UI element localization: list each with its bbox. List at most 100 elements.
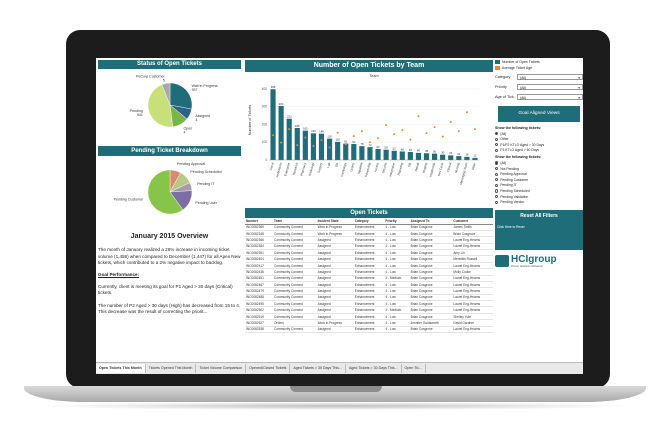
table-cell: 4 - Low [384,249,410,257]
table-cell: INC0082354 [245,243,274,251]
table-row[interactable]: INC0082488 Community Connect Assigned Enhan… [245,294,493,302]
radio-option[interactable]: Pending Approval [495,172,583,176]
reset-caption[interactable]: Click Here to Reset [497,225,525,230]
goal-aligned-views-button[interactable]: Goal Aligned Views [498,106,580,122]
table-cell: Enhancement [353,287,385,295]
bar-value-label: 38 [425,149,429,153]
table-row[interactable]: INC0082479 Community Connect Assigned Enhan… [245,287,493,295]
column-header[interactable]: Category [353,218,385,225]
bar [415,152,422,160]
legend-item: Number of Open Tickets [495,60,583,64]
avg-age-point [312,145,315,148]
table-cell: Assigned [316,255,354,263]
radio-option[interactable]: Pending IT [495,183,583,187]
pie-value-label: 937 [192,88,198,92]
table-cell: Laurel Eng-Hearns [452,243,493,251]
column-header[interactable]: Number [245,218,274,225]
column-header[interactable]: Team [273,218,317,225]
x-tick-label: Inpatient [357,162,364,174]
table-row[interactable]: INC0082436 Community Connect Assigned Enhan… [245,268,493,276]
table-cell: Assigned [316,313,354,321]
reset-filters-panel[interactable]: Reset All Filters Click Here to Reset [495,210,583,251]
table-row[interactable]: INC0082417 Community Connect Assigned Enhan… [245,262,493,270]
team-chart-title: Number of Open Tickets by Team [245,60,493,72]
table-cell: Community Connect [273,313,317,321]
column-header[interactable]: Customer [452,218,493,225]
radio-option[interactable]: P3 KTLO Aged > 60 Days [495,148,583,152]
table-cell: Community Connect [273,224,317,231]
avg-age-point [409,138,412,141]
table-row[interactable]: INC0082502 Community Connect Assigned Enhan… [245,306,493,314]
table-cell: INC0082538 [245,326,274,333]
table-row[interactable]: INC0082451 Community Connect Assigned Enhan… [245,275,493,282]
radio-label: P3 KTLO Aged > 60 Days [500,148,540,153]
radio-dot-icon [495,172,499,176]
sheet-tab[interactable]: Open Tickets This Month [96,364,146,373]
table-cell: James Smith [452,224,493,231]
overview-paragraph-2: Currently, client is meeting its goal fo… [98,284,233,296]
bar-value-label: 90 [352,140,356,144]
table-row[interactable]: INC0082495 Community Connect Assigned Enhan… [245,300,493,308]
table-row[interactable]: INC0082519 Community Connect Assigned Enhan… [245,313,493,321]
table-cell: Community Connect [273,306,317,314]
age-select[interactable]: (All) ▾ [517,94,583,100]
table-cell: 4 - Low [384,224,410,231]
sheet-tab[interactable]: Opened/Closed Tickets [246,364,291,373]
avg-age-point [425,132,428,135]
group1-title: Show the following tickets: [495,126,542,130]
table-cell: INC0082417 [245,262,274,270]
radio-option[interactable]: Pending Scheduled [495,189,583,193]
bar-value-label: 398 [271,85,276,89]
table-cell: Molly Cooke [452,268,493,276]
table-row[interactable]: INC0082391 Community Connect Assigned Enhan… [245,249,493,257]
x-tick-label: Health Info [429,162,437,177]
table-cell: Enhancement [353,249,385,257]
avg-age-point [465,111,468,114]
table-cell: Brian Cosgrove [409,230,453,238]
sheet-tab[interactable]: Ticket Volume Comparison [196,364,247,373]
category-select[interactable]: (All) ▾ [517,74,583,80]
sheet-tab[interactable]: Open Tic... [402,364,426,373]
sheet-tab[interactable]: Aged Tickets > 30 Days This... [346,364,402,373]
legend-item: Average Ticket Age [495,66,583,70]
table-cell: Enhancement [353,275,385,282]
radio-option[interactable]: (All) [495,132,583,136]
radio-label: P1/P2 KTLO Aged > 30 Days [500,142,545,147]
table-row[interactable]: INC0082348 Community Connect Work in Progr… [245,230,493,238]
column-header[interactable]: Assigned To [409,218,453,225]
sheet-tab[interactable]: Tickets Opened This Month [146,364,197,373]
avg-age-point [328,146,331,149]
x-tick-label: Access [373,162,379,173]
avg-age-point [288,128,291,131]
radio-option[interactable]: Not Pending [495,167,583,171]
radio-option[interactable]: Pending Vendor [495,200,583,204]
radio-option[interactable]: Pending Validation [495,195,583,199]
radio-option[interactable]: Pending Customer [495,178,583,182]
table-row[interactable]: INC0082365 Community Connect Work in Progr… [245,224,493,231]
table-row[interactable]: INC0082538 Community Connect Assigned Enhan… [245,326,493,333]
radio-label: (All) [500,160,507,165]
pie-label: Pending Approval [177,162,205,166]
avg-age-point [401,129,404,132]
avg-age-point [296,144,299,147]
radio-label: Pending Scheduled [500,188,530,193]
column-header[interactable]: Priority [384,218,410,225]
table-cell: Community Connect [273,275,317,282]
priority-select[interactable]: (All) ▾ [517,84,583,90]
radio-option[interactable]: Other [495,137,583,141]
table-row[interactable]: INC0082527 Orders Work in Progress Enhancem… [245,319,493,327]
table-row[interactable]: INC0082366 Community Connect Assigned Enhan… [245,236,493,244]
radio-option[interactable]: (All) [495,161,583,165]
radio-dot-icon [495,178,499,182]
pending-title: Pending Ticket Breakdown [98,146,241,156]
age-filter: Age of Tick.. (All) ▾ [495,94,583,100]
x-tick-label: Messaging Team [459,162,469,185]
table-row[interactable]: INC0082354 Community Connect Assigned Enhan… [245,243,493,251]
table-row[interactable]: INC0082404 Community Connect Assigned Enhan… [245,255,493,263]
bar-value-label: 30 [441,150,445,154]
column-header[interactable]: Incident State [316,218,354,225]
table-row[interactable]: INC0082467 Community Connect Assigned Enhan… [245,281,493,289]
sheet-tab[interactable]: Aged Tickets > 30 Days This... [290,364,346,373]
radio-option[interactable]: P1/P2 KTLO Aged > 30 Days [495,143,583,147]
table-cell: Assigned [316,300,354,308]
